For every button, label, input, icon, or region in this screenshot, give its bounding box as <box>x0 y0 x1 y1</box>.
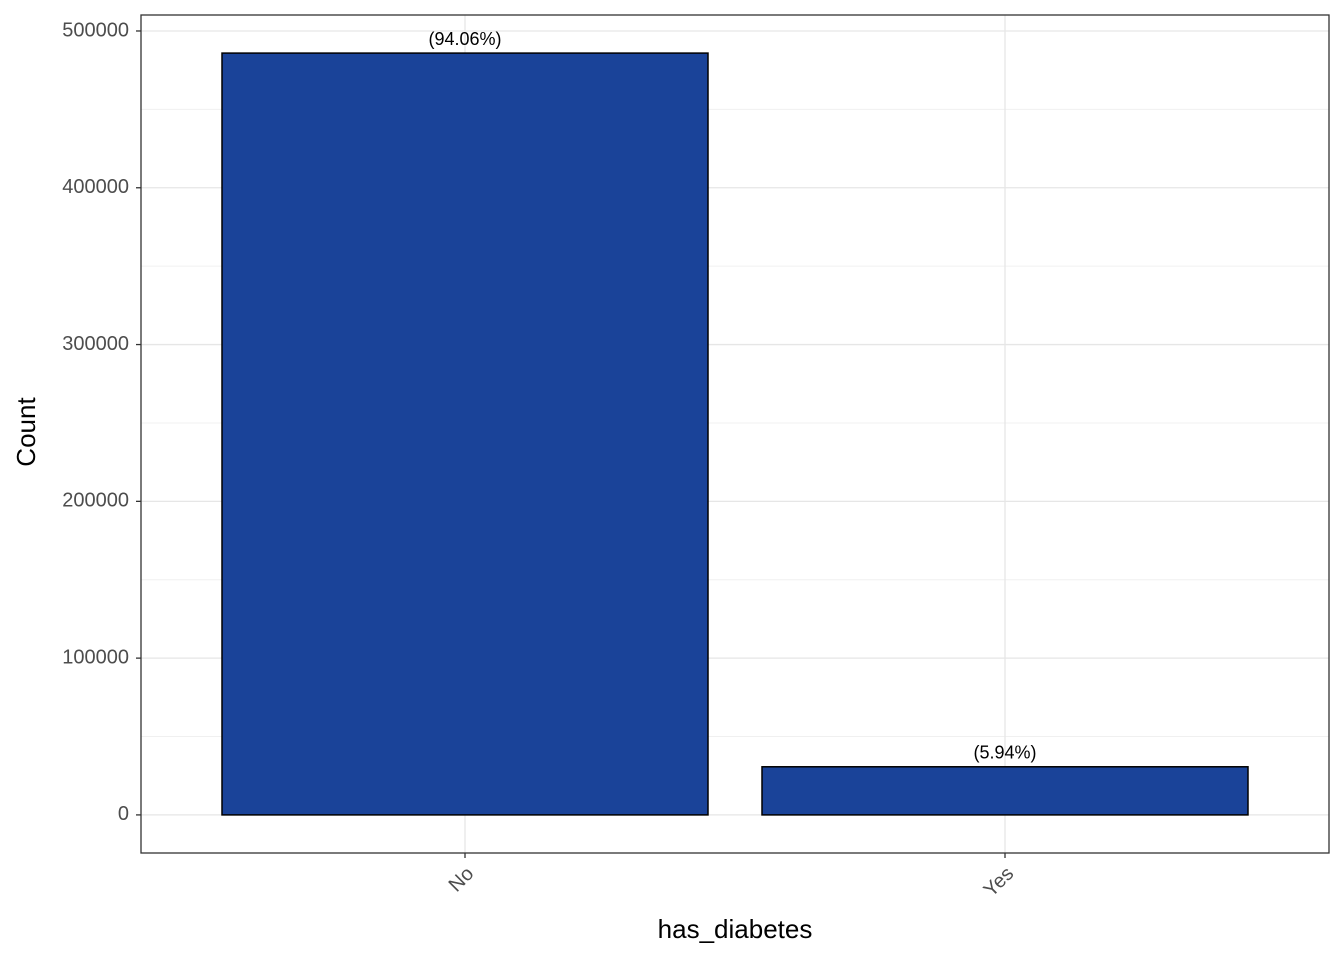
bar <box>761 766 1249 816</box>
y-tick-label: 400000 <box>62 176 129 198</box>
y-axis-title: Count <box>11 397 41 467</box>
bar-annotation: (94.06%) <box>428 29 501 49</box>
y-tick-label: 100000 <box>62 646 129 668</box>
y-tick-label: 300000 <box>62 333 129 355</box>
marks <box>221 52 1249 816</box>
y-tick-label: 200000 <box>62 490 129 512</box>
bar <box>221 52 709 816</box>
y-tick-label: 500000 <box>62 19 129 41</box>
bar-annotation: (5.94%) <box>973 743 1036 763</box>
panel-border <box>140 14 1330 854</box>
x-axis-title: has_diabetes <box>658 914 813 944</box>
y-tick-label: 0 <box>118 803 129 825</box>
